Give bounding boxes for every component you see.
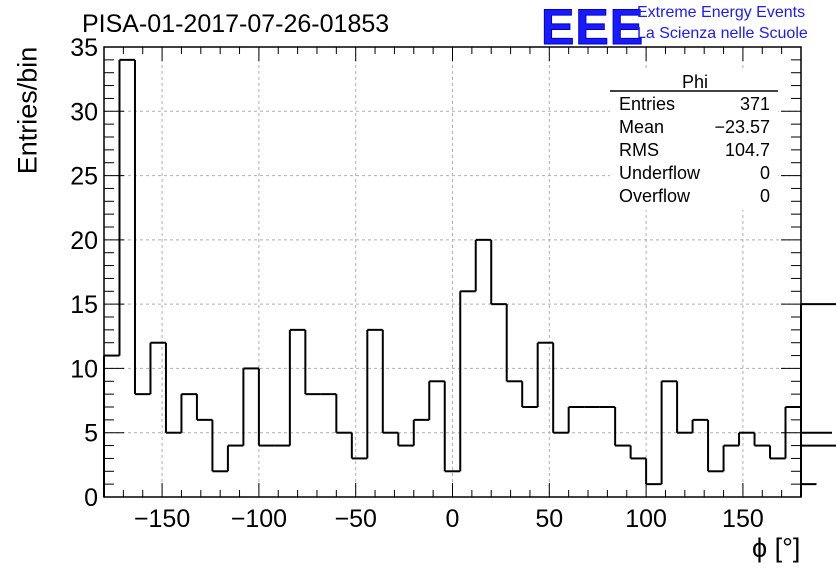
eee-logo: EEE: [540, 0, 645, 56]
stat-name-entries: Entries: [619, 94, 676, 114]
stats-title: Phi: [681, 72, 708, 92]
y-tick-label: 15: [70, 291, 98, 319]
stat-value-overflow: 0: [759, 186, 770, 206]
y-tick-label: 0: [84, 484, 98, 512]
stat-name-underflow: Underflow: [619, 163, 701, 183]
y-tick-label: 25: [70, 163, 98, 191]
chart-title: PISA-01-2017-07-26-01853: [82, 10, 390, 38]
stat-name-overflow: Overflow: [619, 186, 691, 206]
y-axis-label: Entries/bin: [12, 46, 43, 175]
x-tick-label: −150: [134, 505, 190, 533]
y-tick-label: 35: [70, 34, 98, 62]
x-tick-label: −50: [334, 505, 376, 533]
logo-line-1: Extreme Energy Events: [637, 4, 806, 21]
y-tick-label: 20: [70, 227, 98, 255]
stat-name-mean: Mean: [619, 117, 665, 137]
stat-value-rms: 104.7: [724, 140, 770, 160]
stat-value-mean: −23.57: [714, 117, 770, 137]
stat-value-underflow: 0: [759, 163, 770, 183]
x-tick-label: 100: [625, 505, 667, 533]
x-tick-label: −100: [231, 505, 287, 533]
y-tick-label: 10: [70, 355, 98, 383]
y-tick-label: 5: [84, 420, 98, 448]
x-tick-label: 50: [535, 505, 563, 533]
stat-value-entries: 371: [739, 94, 770, 114]
stat-name-rms: RMS: [619, 140, 659, 160]
logo-line-2: La Scienza nelle Scuole: [637, 25, 808, 42]
x-axis-label: ϕ [°]: [752, 533, 801, 563]
x-tick-label: 150: [722, 505, 764, 533]
x-tick-label: 0: [446, 505, 460, 533]
y-tick-label: 30: [70, 98, 98, 126]
